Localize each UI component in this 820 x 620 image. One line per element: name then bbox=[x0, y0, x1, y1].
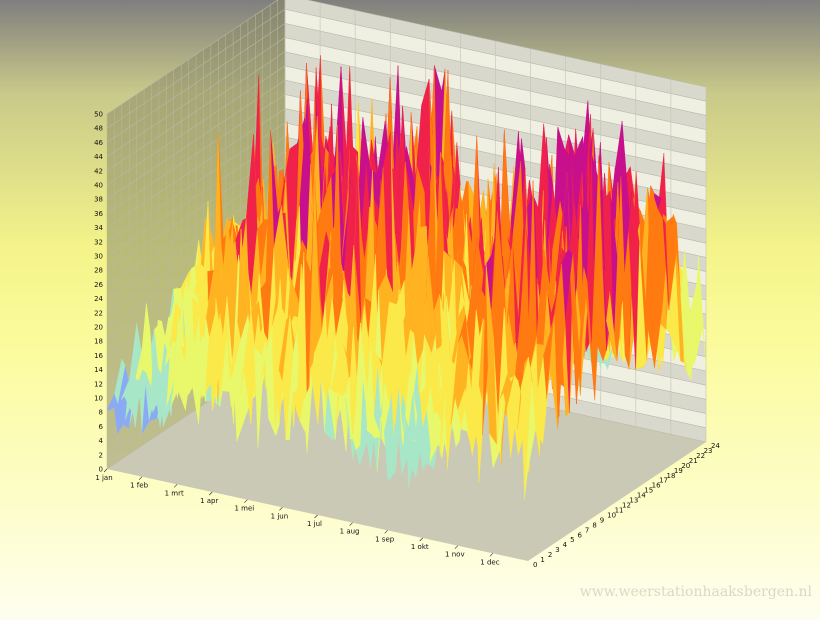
z-tick-label: 14 bbox=[94, 366, 103, 374]
y-tick-label: 17 bbox=[659, 477, 668, 485]
x-tick-label: 1 mrt bbox=[165, 489, 184, 497]
surface-cell bbox=[524, 381, 536, 500]
x-tick-mark bbox=[349, 522, 353, 526]
x-tick-mark bbox=[244, 499, 248, 503]
z-tick-label: 2 bbox=[99, 451, 103, 459]
z-tick-label: 12 bbox=[94, 380, 103, 388]
z-tick-label: 28 bbox=[94, 267, 103, 275]
x-tick-mark bbox=[489, 553, 494, 557]
x-tick-label: 1 jul bbox=[307, 520, 322, 528]
x-tick-mark bbox=[419, 537, 423, 542]
x-tick-mark bbox=[209, 491, 213, 496]
y-tick-label: 1 bbox=[540, 556, 544, 564]
z-tick-label: 10 bbox=[94, 395, 103, 403]
z-tick-label: 36 bbox=[94, 210, 103, 218]
y-tick-label: 7 bbox=[585, 526, 589, 534]
z-tick-label: 40 bbox=[94, 182, 103, 190]
x-tick-label: 1 nov bbox=[445, 551, 465, 559]
x-tick-label: 1 apr bbox=[200, 497, 218, 505]
z-tick-label: 8 bbox=[99, 409, 103, 417]
x-tick-label: 1 mei bbox=[234, 505, 254, 513]
x-tick-mark bbox=[103, 468, 108, 473]
x-tick-label: 1 jan bbox=[95, 474, 112, 482]
x-tick-label: 1 jun bbox=[271, 512, 289, 520]
z-tick-label: 16 bbox=[94, 352, 103, 360]
x-tick-mark bbox=[384, 530, 388, 534]
y-tick-label: 16 bbox=[652, 482, 661, 490]
z-axis-ticks: 0246810121416182022242628303234363840424… bbox=[94, 111, 103, 474]
y-tick-label: 11 bbox=[615, 506, 624, 514]
x-tick-mark bbox=[173, 484, 178, 488]
y-tick-label: 18 bbox=[667, 472, 676, 480]
x-tick-label: 1 aug bbox=[340, 528, 360, 536]
x-axis-ticks: 1 jan 1 feb 1 mrt 1 apr 1 mei 1 jun 1 jul 1 aug… bbox=[95, 468, 500, 566]
z-tick-label: 26 bbox=[94, 281, 103, 289]
z-tick-label: 0 bbox=[99, 466, 103, 474]
y-tick-label: 5 bbox=[570, 536, 574, 544]
x-tick-mark bbox=[454, 545, 459, 549]
z-tick-label: 22 bbox=[94, 309, 103, 317]
y-tick-label: 24 bbox=[711, 442, 720, 450]
z-tick-label: 30 bbox=[94, 253, 103, 261]
y-tick-label: 4 bbox=[563, 541, 568, 549]
x-tick-mark bbox=[314, 514, 318, 519]
y-tick-label: 14 bbox=[637, 492, 646, 500]
y-tick-label: 19 bbox=[674, 467, 683, 475]
z-tick-label: 4 bbox=[99, 437, 104, 445]
z-tick-label: 46 bbox=[94, 139, 103, 147]
z-tick-label: 24 bbox=[94, 295, 103, 303]
y-tick-label: 2 bbox=[548, 551, 552, 559]
y-tick-label: 13 bbox=[629, 497, 638, 505]
y-tick-label: 3 bbox=[555, 546, 559, 554]
z-tick-label: 18 bbox=[94, 338, 103, 346]
y-tick-label: 12 bbox=[622, 502, 631, 510]
z-tick-label: 44 bbox=[94, 153, 103, 161]
z-tick-label: 34 bbox=[94, 224, 103, 232]
chart-surface bbox=[106, 55, 707, 500]
z-tick-label: 48 bbox=[94, 125, 103, 133]
z-tick-label: 42 bbox=[94, 167, 103, 175]
z-tick-label: 38 bbox=[94, 196, 103, 204]
x-tick-mark bbox=[279, 507, 283, 511]
y-tick-label: 0 bbox=[533, 561, 537, 569]
z-tick-label: 20 bbox=[94, 324, 103, 332]
y-tick-label: 23 bbox=[704, 447, 713, 455]
z-tick-label: 50 bbox=[94, 111, 103, 119]
x-tick-label: 1 okt bbox=[411, 543, 429, 551]
y-tick-label: 22 bbox=[696, 452, 705, 460]
x-tick-label: 1 feb bbox=[130, 482, 148, 490]
x-tick-label: 1 sep bbox=[375, 535, 395, 543]
y-tick-label: 15 bbox=[644, 487, 653, 495]
y-tick-label: 20 bbox=[681, 462, 690, 470]
y-tick-label: 9 bbox=[600, 516, 604, 524]
watermark: www.weerstationhaaksbergen.nl bbox=[579, 584, 812, 600]
y-tick-label: 21 bbox=[689, 457, 698, 465]
y-tick-label: 10 bbox=[607, 511, 616, 519]
y-tick-label: 6 bbox=[578, 531, 583, 539]
x-tick-mark bbox=[138, 476, 143, 480]
z-tick-label: 32 bbox=[94, 238, 103, 246]
y-tick-label: 8 bbox=[592, 521, 596, 529]
z-tick-label: 6 bbox=[99, 423, 104, 431]
x-tick-label: 1 dec bbox=[480, 558, 499, 566]
